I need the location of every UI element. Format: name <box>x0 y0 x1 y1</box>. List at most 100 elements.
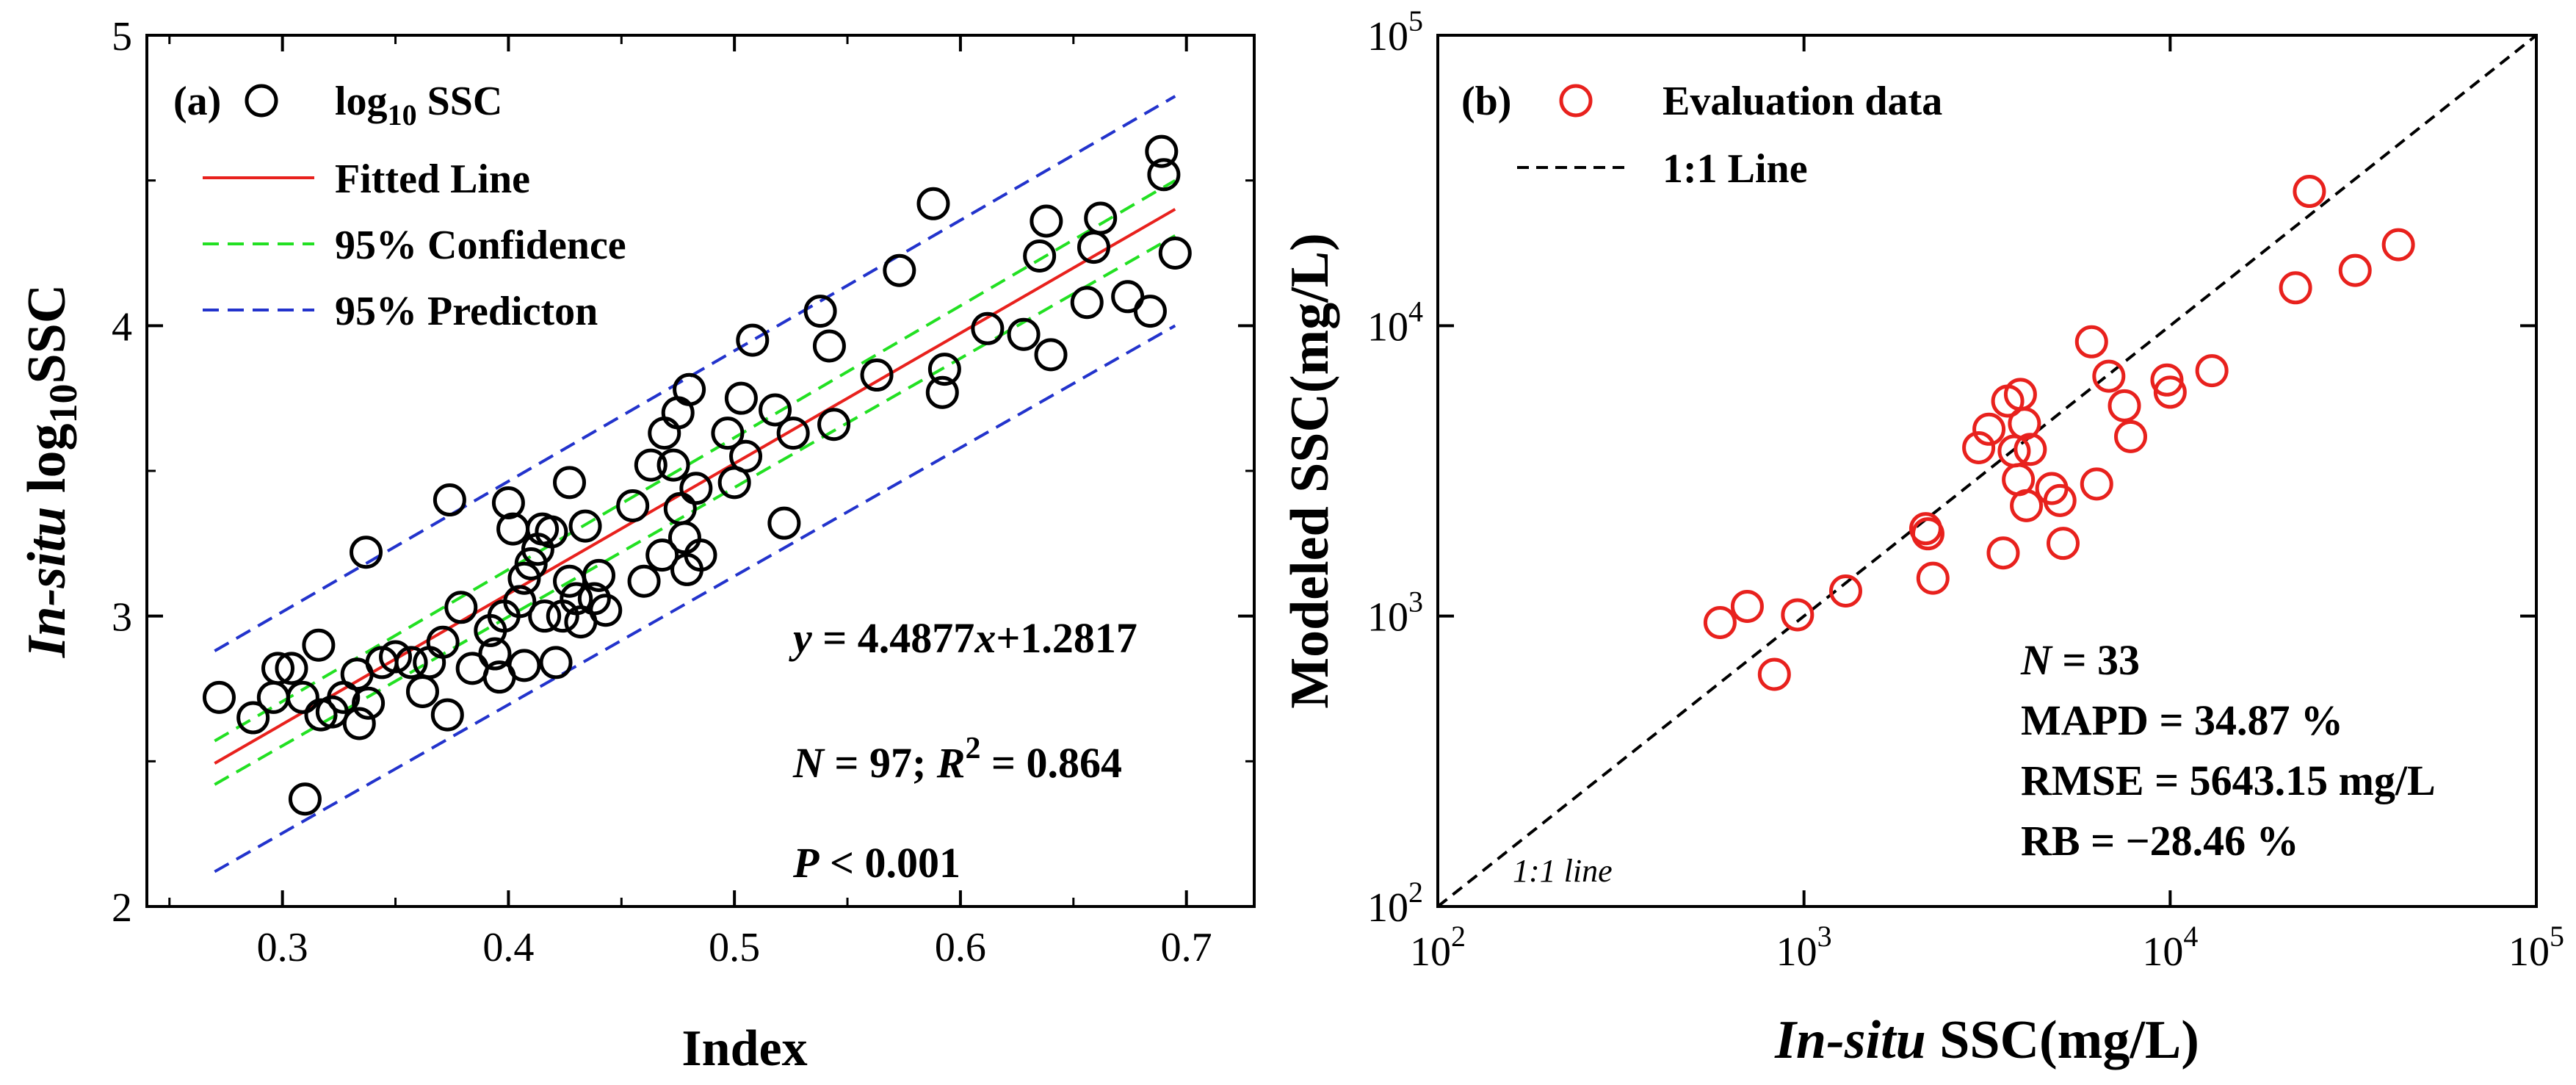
series-line-fitted-line <box>214 208 1176 765</box>
data-point <box>2080 467 2113 501</box>
data-point <box>2008 407 2041 441</box>
data-point <box>286 680 319 714</box>
data-point <box>648 417 681 450</box>
data-point <box>736 323 770 357</box>
data-point <box>342 707 376 740</box>
panel-b-tag: (b) <box>1461 79 1511 124</box>
panel-a-p-value: P < 0.001 <box>792 839 960 887</box>
data-point <box>582 558 616 592</box>
data-point <box>2108 389 2141 422</box>
data-point <box>2195 354 2229 388</box>
data-point <box>673 372 706 406</box>
data-point <box>514 547 548 581</box>
data-point <box>2293 175 2326 209</box>
data-point <box>2279 271 2312 305</box>
series-line-95-confidence <box>214 179 1176 743</box>
legend-label-evaluation-data: Evaluation data <box>1663 79 1942 124</box>
panel-a-points <box>202 134 1192 816</box>
data-point <box>528 599 562 633</box>
data-point <box>817 408 851 441</box>
data-point <box>711 417 745 450</box>
data-point <box>288 782 322 816</box>
data-point <box>1158 237 1192 270</box>
data-point <box>925 375 959 409</box>
panel-a-tag: (a) <box>173 79 221 124</box>
data-point <box>971 311 1005 345</box>
data-point <box>2010 489 2044 522</box>
data-point <box>776 417 810 450</box>
data-point <box>350 536 383 569</box>
data-point <box>261 652 294 685</box>
panel-b-x-axis: 102 103 104 105 <box>1410 35 2564 975</box>
panel-a-y-axis: 2 3 4 5 <box>112 14 1254 931</box>
data-point <box>2114 419 2148 453</box>
data-point <box>1828 574 1862 608</box>
panel-a-x-tick-label: 0.3 <box>257 925 308 970</box>
data-point <box>616 489 650 522</box>
panel-a-x-label: Index <box>681 1020 807 1077</box>
data-point <box>927 353 961 386</box>
data-point <box>535 515 568 549</box>
data-point <box>883 253 916 287</box>
data-point <box>684 538 717 572</box>
legend-label-one-to-one: 1:1 Line <box>1663 146 1808 192</box>
data-point <box>553 466 587 500</box>
panel-b-line-label: 1:1 line <box>1513 853 1613 889</box>
data-point <box>1986 536 2020 570</box>
data-point <box>1972 412 2006 446</box>
data-point <box>507 649 541 682</box>
panel-a-x-tick-label: 0.6 <box>935 925 986 970</box>
panel-a-legend: (a) log10 SSC Fitted Line 95% Confidence… <box>173 79 626 334</box>
panel-a-y-tick-label: 5 <box>112 14 132 60</box>
data-point <box>1911 517 1944 551</box>
data-point <box>2150 363 2184 397</box>
data-point <box>256 680 290 714</box>
panel-b-y-label: Modeled SSC(mg/L) <box>1280 233 1340 709</box>
data-point <box>724 381 758 415</box>
data-point <box>589 594 623 627</box>
data-point <box>729 439 763 473</box>
data-point <box>2074 325 2108 358</box>
data-point <box>1145 134 1179 168</box>
panel-a: 2 3 4 5 0.3 0.4 0.5 0.6 0.7 (a) log10 SSC Fitte… <box>17 14 1256 1077</box>
panel-a-n-r2: N = 97; R2 = 0.864 <box>792 732 1122 787</box>
panel-b: 102 103 104 105 102 103 104 105 (b) Evaluation… <box>1280 4 2564 1070</box>
panel-b-x-tick-label: 104 <box>2142 920 2198 975</box>
data-point <box>379 640 413 674</box>
data-point <box>634 448 667 482</box>
legend-label-confidence: 95% Confidence <box>335 223 626 268</box>
panel-b-x-tick-label: 102 <box>1410 920 1466 975</box>
panel-a-y-label: In-situ log10SSC <box>17 284 85 659</box>
panel-b-x-label: In-situ SSC(mg/L) <box>1774 1010 2199 1070</box>
legend-marker-log10-ssc <box>245 84 278 118</box>
data-point <box>433 483 466 517</box>
legend-label-log10-ssc: log10 SSC <box>335 79 502 131</box>
data-point <box>679 472 713 505</box>
series-line-95-predicton <box>214 324 1176 873</box>
data-point <box>656 448 690 482</box>
panel-b-rb: RB = −28.46 % <box>2021 817 2299 865</box>
panel-a-x-axis: 0.3 0.4 0.5 0.6 0.7 <box>168 35 1212 970</box>
panel-b-y-axis: 102 103 104 105 <box>1367 4 2536 931</box>
data-point <box>413 646 446 680</box>
panel-a-y-tick-label: 2 <box>112 885 132 931</box>
data-point <box>1023 239 1057 273</box>
data-point <box>2043 483 2077 517</box>
legend-label-fitted: Fitted Line <box>335 156 530 202</box>
panel-b-y-tick-label: 105 <box>1367 4 1423 60</box>
data-point <box>1030 204 1063 238</box>
data-point <box>812 329 846 363</box>
data-point <box>1962 430 1996 464</box>
data-point <box>1757 657 1791 691</box>
data-point <box>2153 375 2187 409</box>
data-point <box>767 506 801 540</box>
panel-b-x-tick-label: 105 <box>2508 920 2564 975</box>
data-point <box>444 591 478 624</box>
panel-a-equation: y = 4.4877x+1.2817 <box>789 614 1137 662</box>
data-point <box>1084 201 1118 235</box>
data-point <box>352 686 386 720</box>
data-point <box>667 521 701 555</box>
data-point <box>1781 598 1815 632</box>
panel-b-y-tick-label: 102 <box>1367 876 1423 931</box>
